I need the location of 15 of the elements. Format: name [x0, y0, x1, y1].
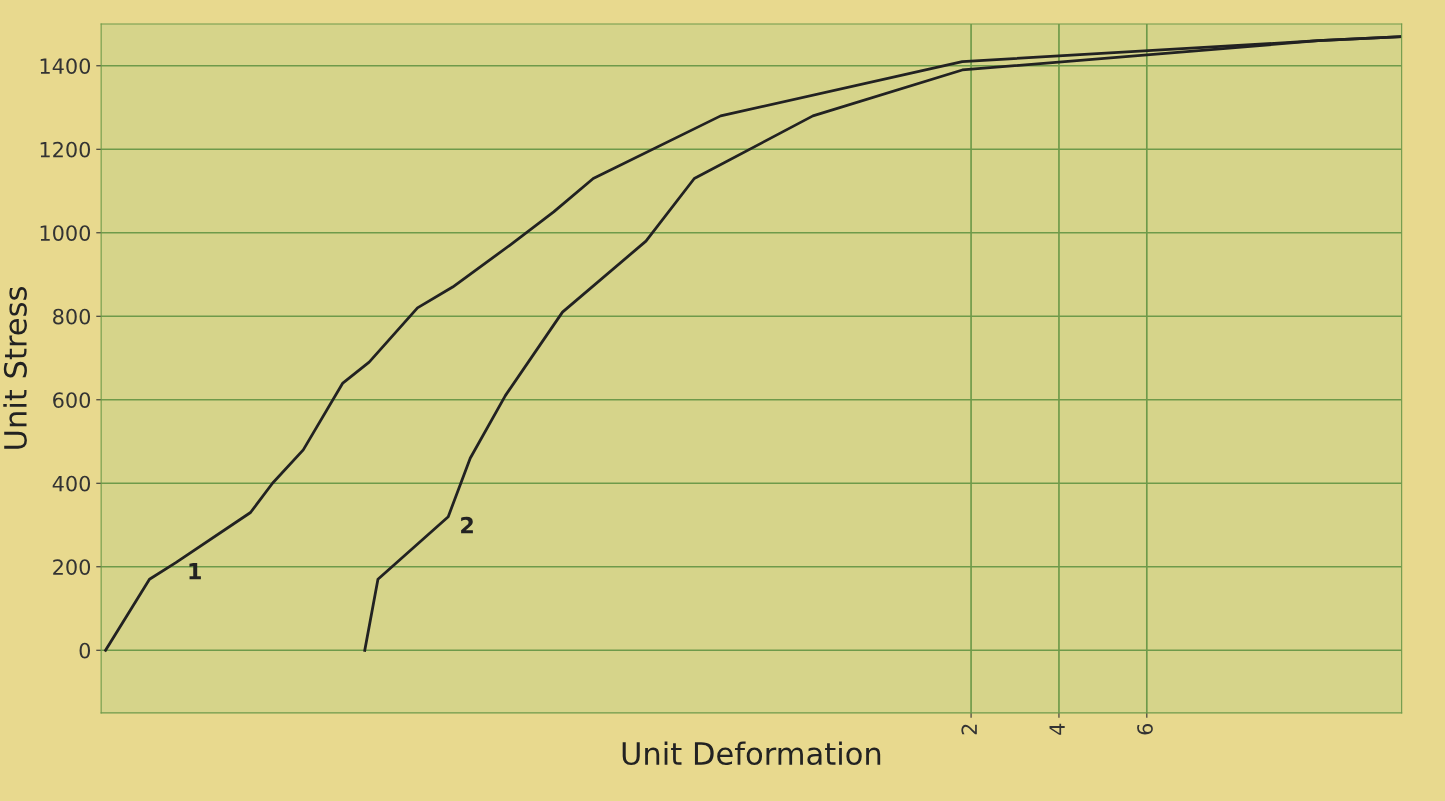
series-label: 2	[461, 516, 473, 534]
y-tick-label: 1200	[40, 141, 91, 158]
y-tick-label: 200	[53, 559, 91, 575]
series-label: 1	[189, 563, 201, 580]
x-tick-label: 4	[1049, 723, 1065, 735]
y-tick-label: 1000	[40, 225, 91, 241]
y-axis-title: Unit Stress	[3, 287, 27, 449]
x-tick-label: 6	[1137, 723, 1153, 735]
y-tick-label: 400	[52, 475, 91, 492]
y-tick-label: 0	[79, 642, 91, 659]
y-tick-label: 800	[53, 308, 91, 325]
x-axis-title: Unit Deformation	[622, 741, 881, 766]
y-tick-label: 1400	[40, 58, 91, 74]
y-tick-label: 600	[53, 392, 91, 408]
x-tick-label: 2	[961, 724, 977, 735]
